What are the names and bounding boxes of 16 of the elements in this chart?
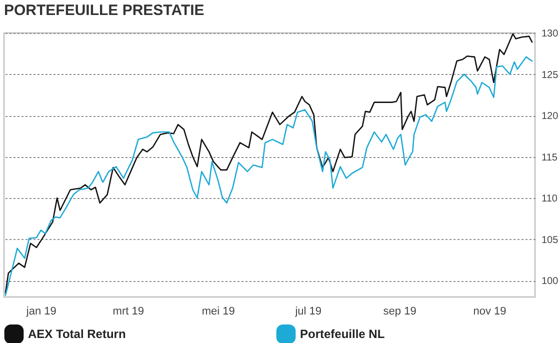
y-tick-label: 120 <box>542 111 559 122</box>
y-tick-label: 100 <box>542 276 559 287</box>
x-tick-label: mrt 19 <box>112 306 144 318</box>
y-tick-label: 125 <box>542 70 559 81</box>
y-tick-label: 110 <box>542 194 558 204</box>
legend-label: AEX Total Return <box>28 327 126 342</box>
y-tick-label: 130 <box>542 28 559 40</box>
x-tick-label: nov 19 <box>473 306 506 318</box>
x-tick-label: jul 19 <box>294 306 322 318</box>
x-tick-label: sep 19 <box>383 306 416 318</box>
x-tick-label: jan 19 <box>25 306 56 318</box>
x-tick-label: mei 19 <box>202 306 235 318</box>
legend-label: Portefeuille NL <box>300 327 385 342</box>
y-tick-label: 115 <box>542 152 558 164</box>
chart-title: PORTEFEUILLE PRESTATIE <box>4 2 204 19</box>
y-tick-label: 105 <box>542 234 559 246</box>
